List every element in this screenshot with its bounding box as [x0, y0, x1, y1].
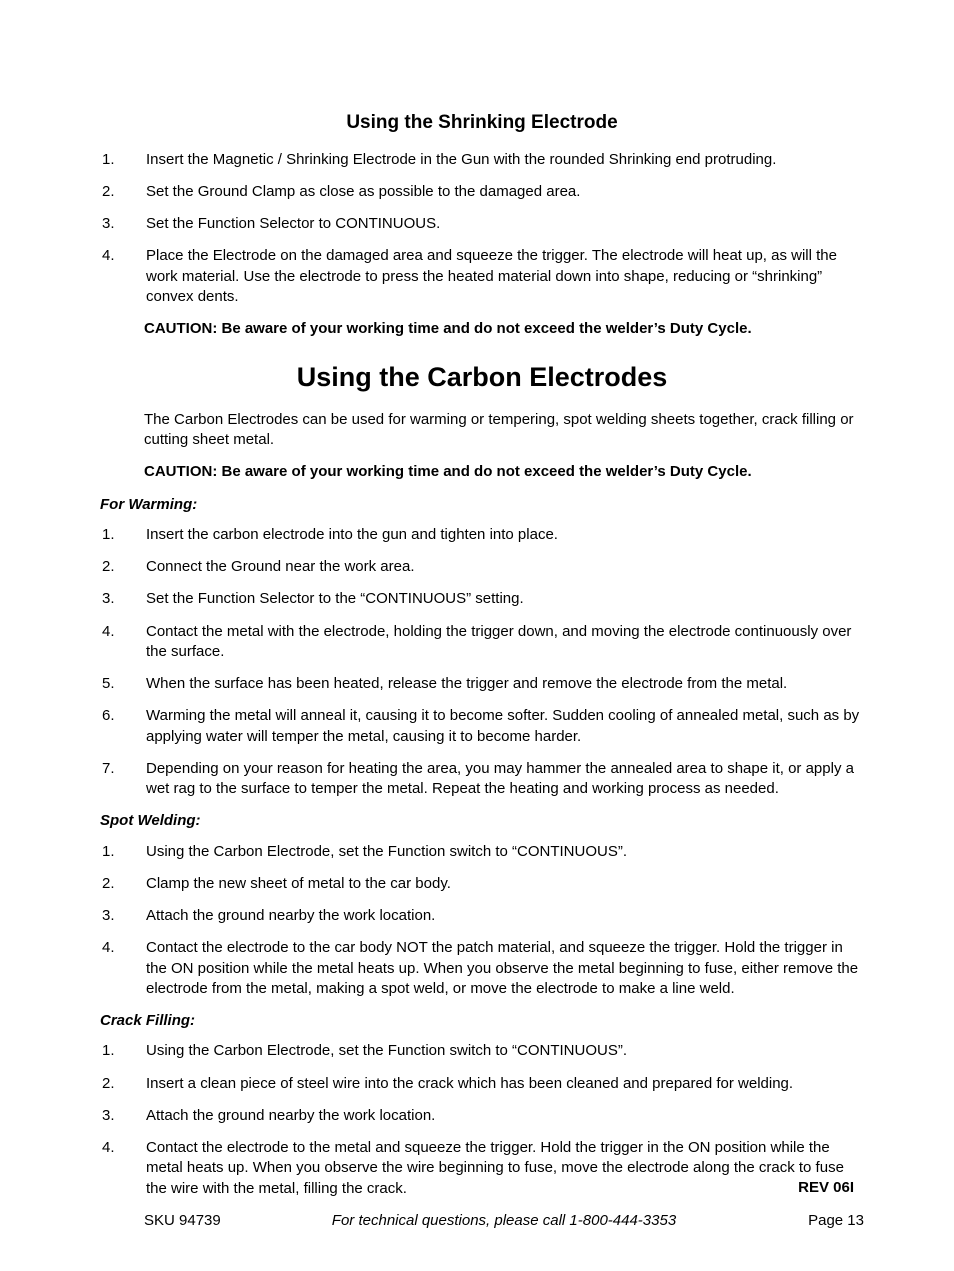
list-number: 4.: [100, 622, 146, 663]
footer-sku: SKU 94739: [144, 1211, 264, 1231]
list-text: Using the Carbon Electrode, set the Func…: [146, 1041, 864, 1061]
list-item: 1.Using the Carbon Electrode, set the Fu…: [100, 842, 864, 862]
list-text: When the surface has been heated, releas…: [146, 674, 864, 694]
footer-page-number: Page 13: [784, 1211, 864, 1231]
list-text: Using the Carbon Electrode, set the Func…: [146, 842, 864, 862]
list-text: Connect the Ground near the work area.: [146, 557, 864, 577]
list-number: 2.: [100, 874, 146, 894]
list-number: 2.: [100, 557, 146, 577]
list-item: 4.Place the Electrode on the damaged are…: [100, 246, 864, 307]
list-text: Insert the Magnetic / Shrinking Electrod…: [146, 150, 864, 170]
list-text: Set the Function Selector to CONTINUOUS.: [146, 214, 864, 234]
list-text: Contact the metal with the electrode, ho…: [146, 622, 864, 663]
list-item: 4.Contact the electrode to the car body …: [100, 938, 864, 999]
subheading-warming: For Warming:: [100, 495, 864, 515]
list-number: 4.: [100, 1138, 146, 1199]
list-item: 4.Contact the metal with the electrode, …: [100, 622, 864, 663]
list-item: 3.Attach the ground nearby the work loca…: [100, 906, 864, 926]
shrinking-steps-list: 1.Insert the Magnetic / Shrinking Electr…: [100, 150, 864, 308]
list-number: 7.: [100, 759, 146, 800]
list-item: 1.Insert the Magnetic / Shrinking Electr…: [100, 150, 864, 170]
list-number: 1.: [100, 1041, 146, 1061]
list-number: 1.: [100, 842, 146, 862]
list-item: 1.Using the Carbon Electrode, set the Fu…: [100, 1041, 864, 1061]
list-item: 1.Insert the carbon electrode into the g…: [100, 525, 864, 545]
list-number: 6.: [100, 706, 146, 747]
list-text: Attach the ground nearby the work locati…: [146, 906, 864, 926]
list-item: 7.Depending on your reason for heating t…: [100, 759, 864, 800]
list-item: 2.Clamp the new sheet of metal to the ca…: [100, 874, 864, 894]
list-text: Place the Electrode on the damaged area …: [146, 246, 864, 307]
list-text: Warming the metal will anneal it, causin…: [146, 706, 864, 747]
caution-text: CAUTION: Be aware of your working time a…: [144, 319, 864, 339]
list-text: Contact the electrode to the car body NO…: [146, 938, 864, 999]
list-number: 5.: [100, 674, 146, 694]
list-number: 1.: [100, 525, 146, 545]
caution-text: CAUTION: Be aware of your working time a…: [144, 462, 864, 482]
footer-tech-support: For technical questions, please call 1-8…: [264, 1211, 784, 1231]
list-number: 3.: [100, 906, 146, 926]
list-text: Set the Function Selector to the “CONTIN…: [146, 589, 864, 609]
list-text: Clamp the new sheet of metal to the car …: [146, 874, 864, 894]
list-number: 1.: [100, 150, 146, 170]
document-page: Using the Shrinking Electrode 1.Insert t…: [0, 0, 954, 1271]
subheading-crack-filling: Crack Filling:: [100, 1011, 864, 1031]
list-item: 5.When the surface has been heated, rele…: [100, 674, 864, 694]
list-number: 2.: [100, 182, 146, 202]
revision-label: REV 06I: [798, 1178, 854, 1198]
list-text: Contact the electrode to the metal and s…: [146, 1138, 864, 1199]
intro-paragraph: The Carbon Electrodes can be used for wa…: [144, 410, 864, 451]
warming-steps-list: 1.Insert the carbon electrode into the g…: [100, 525, 864, 800]
section-heading-carbon: Using the Carbon Electrodes: [100, 359, 864, 395]
list-number: 3.: [100, 1106, 146, 1126]
crack-filling-steps-list: 1.Using the Carbon Electrode, set the Fu…: [100, 1041, 864, 1199]
list-number: 2.: [100, 1074, 146, 1094]
list-text: Attach the ground nearby the work locati…: [146, 1106, 864, 1126]
list-item: 2.Set the Ground Clamp as close as possi…: [100, 182, 864, 202]
page-footer: SKU 94739 For technical questions, pleas…: [100, 1211, 864, 1231]
list-item: 6.Warming the metal will anneal it, caus…: [100, 706, 864, 747]
list-number: 3.: [100, 589, 146, 609]
list-item: 2.Connect the Ground near the work area.: [100, 557, 864, 577]
list-text: Set the Ground Clamp as close as possibl…: [146, 182, 864, 202]
list-number: 4.: [100, 938, 146, 999]
spot-welding-steps-list: 1.Using the Carbon Electrode, set the Fu…: [100, 842, 864, 1000]
list-item: 3.Set the Function Selector to CONTINUOU…: [100, 214, 864, 234]
list-text: Insert a clean piece of steel wire into …: [146, 1074, 864, 1094]
list-item: 3.Attach the ground nearby the work loca…: [100, 1106, 864, 1126]
section-heading-shrinking: Using the Shrinking Electrode: [100, 110, 864, 136]
list-number: 4.: [100, 246, 146, 307]
list-number: 3.: [100, 214, 146, 234]
list-item: 4.Contact the electrode to the metal and…: [100, 1138, 864, 1199]
list-text: Depending on your reason for heating the…: [146, 759, 864, 800]
list-text: Insert the carbon electrode into the gun…: [146, 525, 864, 545]
subheading-spot-welding: Spot Welding:: [100, 811, 864, 831]
list-item: 2.Insert a clean piece of steel wire int…: [100, 1074, 864, 1094]
list-item: 3.Set the Function Selector to the “CONT…: [100, 589, 864, 609]
